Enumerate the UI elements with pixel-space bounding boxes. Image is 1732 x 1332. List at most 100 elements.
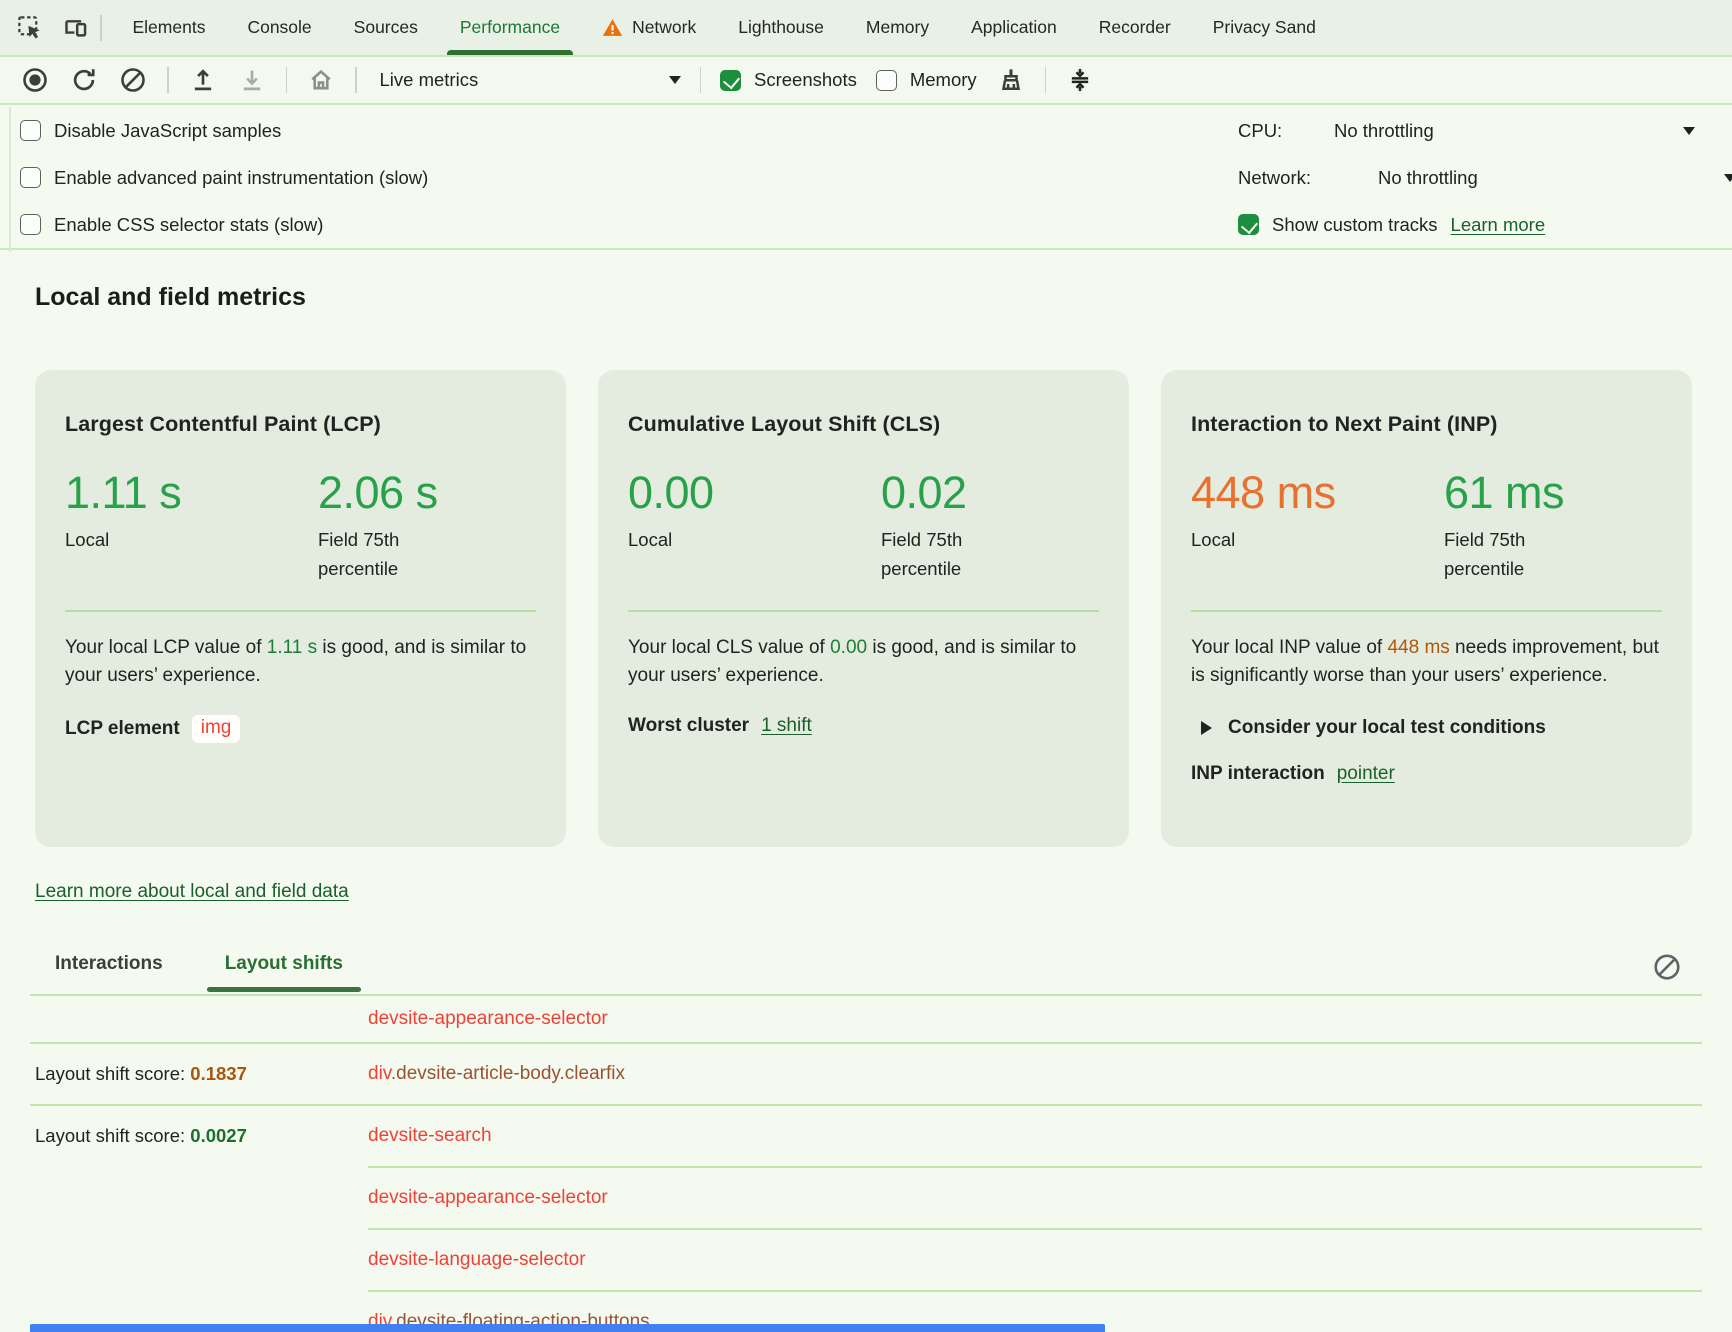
clear-log-icon[interactable] — [1652, 952, 1682, 982]
local-test-conditions-expander[interactable]: Consider your local test conditions — [1201, 717, 1662, 739]
card-divider — [628, 610, 1099, 612]
lcp-local-label: Local — [65, 526, 197, 555]
tab-console[interactable]: Console — [226, 0, 332, 55]
history-dropdown[interactable]: Live metrics — [376, 69, 681, 91]
element-link[interactable]: devsite-appearance-selector — [368, 1008, 608, 1030]
cpu-label: CPU: — [1238, 120, 1334, 142]
collapse-icon[interactable] — [1065, 65, 1095, 95]
expander-arrow-icon — [1201, 721, 1212, 735]
tab-network[interactable]: Network — [581, 0, 717, 55]
disable-js-samples-checkbox[interactable]: Disable JavaScript samples — [20, 107, 428, 154]
network-label: Network: — [1238, 167, 1378, 189]
tab-lighthouse[interactable]: Lighthouse — [717, 0, 845, 55]
checkbox-unchecked-icon — [876, 70, 897, 91]
tab-memory[interactable]: Memory — [845, 0, 950, 55]
record-icon[interactable] — [20, 65, 50, 95]
memory-checkbox[interactable]: Memory — [876, 69, 977, 91]
checkbox-unchecked-icon — [20, 120, 41, 141]
lcp-element-chip[interactable]: img — [192, 715, 241, 743]
tab-interactions[interactable]: Interactions — [55, 953, 163, 975]
network-throttling-select[interactable]: No throttling — [1378, 167, 1478, 189]
element-link[interactable]: devsite-appearance-selector — [368, 1187, 608, 1209]
checkbox-unchecked-icon — [20, 214, 41, 235]
lcp-card: Largest Contentful Paint (LCP) 1.11 s Lo… — [35, 370, 566, 847]
tab-performance[interactable]: Performance — [439, 0, 581, 55]
device-toolbar-icon[interactable] — [60, 13, 90, 43]
inp-local-value: 448 ms — [1191, 469, 1434, 516]
devtools-tab-bar: Elements Console Sources Performance Net… — [0, 0, 1732, 57]
worst-cluster-label: Worst cluster — [628, 715, 749, 737]
toolbar-separator — [286, 67, 288, 93]
chevron-down-icon[interactable] — [1683, 127, 1695, 135]
inp-interaction-row: INP interaction pointer — [1191, 763, 1662, 785]
lcp-description: Your local LCP value of 1.11 s is good, … — [65, 634, 536, 692]
layout-shift-score: Layout shift score: 0.0027 — [35, 1125, 247, 1147]
inp-interaction-label: INP interaction — [1191, 763, 1325, 785]
performance-toolbar: Live metrics Screenshots Memory — [0, 57, 1732, 105]
tab-layout-shifts[interactable]: Layout shifts — [225, 953, 343, 975]
cls-inline-value: 0.00 — [830, 637, 867, 658]
checkbox-unchecked-icon — [20, 167, 41, 188]
block-icon[interactable] — [118, 65, 148, 95]
memory-label: Memory — [910, 69, 977, 91]
download-icon[interactable] — [237, 65, 267, 95]
inp-interaction-link[interactable]: pointer — [1337, 763, 1395, 785]
learn-more-field-data-link[interactable]: Learn more about local and field data — [35, 881, 349, 903]
tab-elements[interactable]: Elements — [112, 0, 227, 55]
toolbar-separator — [355, 67, 357, 93]
cls-description: Your local CLS value of 0.00 is good, an… — [628, 634, 1099, 692]
tab-application[interactable]: Application — [950, 0, 1078, 55]
learn-more-link[interactable]: Learn more — [1451, 214, 1546, 236]
worst-cluster-link[interactable]: 1 shift — [761, 715, 812, 737]
panel-tabs: Elements Console Sources Performance Net… — [112, 0, 1337, 55]
inp-field-label: Field 75th percentile — [1444, 526, 1576, 583]
home-icon[interactable] — [306, 65, 336, 95]
chevron-down-icon[interactable] — [1724, 174, 1732, 182]
reload-icon[interactable] — [69, 65, 99, 95]
inp-local-label: Local — [1191, 526, 1323, 555]
cls-field-value: 0.02 — [881, 469, 1013, 516]
page-title: Local and field metrics — [35, 282, 1732, 312]
lcp-field-label: Field 75th percentile — [318, 526, 450, 583]
checkbox-checked-icon — [720, 70, 741, 91]
inspect-element-icon[interactable] — [14, 13, 44, 43]
tab-privacy-sandbox[interactable]: Privacy Sand — [1192, 0, 1337, 55]
metric-cards: Largest Contentful Paint (LCP) 1.11 s Lo… — [35, 370, 1732, 847]
tab-recorder[interactable]: Recorder — [1078, 0, 1192, 55]
screenshots-checkbox[interactable]: Screenshots — [720, 69, 857, 91]
layout-shift-row: devsite-appearance-selector — [0, 996, 1732, 1042]
show-custom-tracks-checkbox[interactable]: Show custom tracks Learn more — [1238, 201, 1732, 248]
element-link[interactable]: devsite-search — [368, 1125, 492, 1147]
history-dropdown-label: Live metrics — [380, 69, 479, 91]
inp-description: Your local INP value of 448 ms needs imp… — [1191, 634, 1662, 692]
warning-icon — [602, 17, 623, 38]
tabbar-separator — [100, 15, 102, 41]
card-divider — [65, 610, 536, 612]
layout-shift-row: devsite-appearance-selector — [0, 1168, 1732, 1228]
inp-card-title: Interaction to Next Paint (INP) — [1191, 412, 1662, 437]
layout-shift-row: devsite-language-selector — [0, 1230, 1732, 1290]
bottom-selection-bar — [30, 1324, 1105, 1332]
element-link[interactable]: devsite-language-selector — [368, 1249, 586, 1271]
toolbar-separator — [700, 67, 702, 93]
tab-sources[interactable]: Sources — [333, 0, 439, 55]
cls-local-label: Local — [628, 526, 760, 555]
element-link[interactable]: div.devsite-article-body.clearfix — [368, 1063, 625, 1085]
advanced-paint-instrumentation-checkbox[interactable]: Enable advanced paint instrumentation (s… — [20, 154, 428, 201]
lcp-inline-value: 1.11 s — [267, 637, 317, 658]
cls-card: Cumulative Layout Shift (CLS) 0.00 Local… — [598, 370, 1129, 847]
network-throttling-row: Network: No throttling — [1238, 154, 1732, 201]
card-divider — [1191, 610, 1662, 612]
css-selector-stats-checkbox[interactable]: Enable CSS selector stats (slow) — [20, 201, 428, 248]
show-custom-tracks-label: Show custom tracks — [1272, 214, 1438, 236]
live-metrics-view: Local and field metrics Largest Contentf… — [0, 252, 1732, 1332]
toolbar-separator — [167, 67, 169, 93]
lcp-card-title: Largest Contentful Paint (LCP) — [65, 412, 536, 437]
inp-field-value: 61 ms — [1444, 469, 1576, 516]
upload-icon[interactable] — [188, 65, 218, 95]
cpu-throttling-select[interactable]: No throttling — [1334, 120, 1434, 142]
lcp-local-value: 1.11 s — [65, 469, 308, 516]
layout-shift-row: Layout shift score: 0.1837 div.devsite-a… — [0, 1044, 1732, 1104]
cleanup-brush-icon[interactable] — [996, 65, 1026, 95]
toolbar-separator — [1045, 67, 1047, 93]
